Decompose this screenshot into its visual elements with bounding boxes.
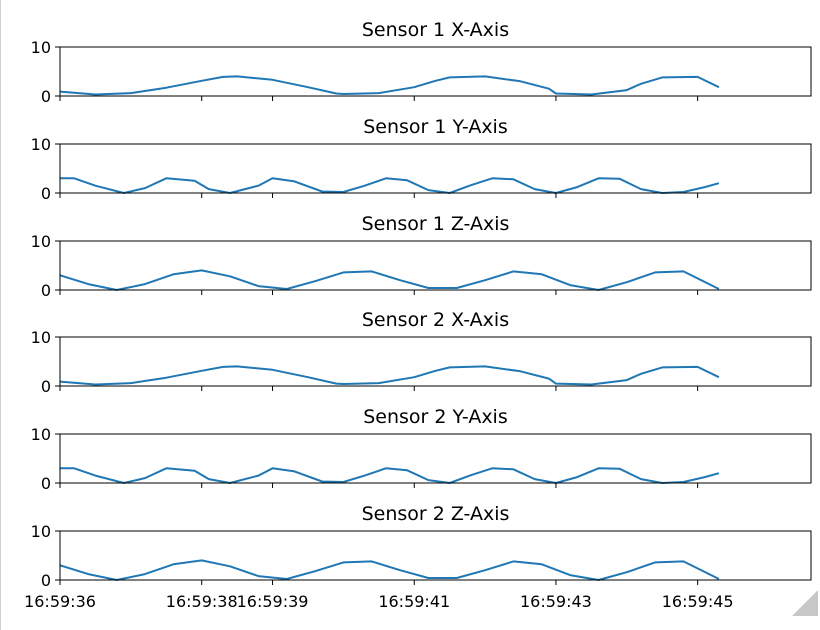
y-tick-label: 10: [31, 232, 51, 251]
x-tick-label: 16:59:45: [662, 592, 734, 611]
subplot-title: Sensor 2 Y-Axis: [363, 406, 508, 428]
subplot-title: Sensor 1 Y-Axis: [363, 116, 508, 138]
y-tick-label: 0: [41, 377, 51, 396]
axes-frame: [59, 240, 812, 291]
resize-grip-icon[interactable]: [792, 590, 818, 616]
subplot-title: Sensor 2 X-Axis: [362, 309, 509, 331]
series-line: [60, 177, 720, 194]
subplot-title: Sensor 2 Z-Axis: [362, 503, 510, 525]
series-line: [59, 269, 720, 291]
series-line: [59, 365, 720, 386]
axes-frame: [59, 433, 812, 484]
axes-frame: [59, 143, 812, 194]
series-line: [60, 467, 720, 484]
y-tick-label: 0: [41, 87, 51, 106]
y-tick-label: 10: [31, 38, 51, 57]
window-left-border: [0, 0, 1, 630]
y-tick-label: 10: [31, 135, 51, 154]
y-tick-label: 10: [31, 522, 51, 541]
x-tick-label: 16:59:38: [166, 592, 238, 611]
y-tick-label: 0: [41, 474, 51, 493]
subplot-title: Sensor 1 X-Axis: [362, 19, 509, 41]
y-tick-label: 10: [31, 328, 51, 347]
subplot-3: Sensor 1 Z-Axis 0 10: [31, 213, 812, 300]
y-tick-label: 0: [41, 571, 51, 590]
y-tick-label: 0: [41, 281, 51, 300]
x-tick-label: 16:59:39: [237, 592, 309, 611]
x-tick-label: 16:59:36: [24, 592, 96, 611]
subplot-2: Sensor 1 Y-Axis 0 10: [31, 116, 812, 203]
subplot-title: Sensor 1 Z-Axis: [362, 213, 510, 235]
subplot-1: Sensor 1 X-Axis 0 10: [31, 19, 812, 106]
subplot-5: Sensor 2 Y-Axis 0 10: [31, 406, 812, 493]
x-tick-label: 16:59:43: [520, 592, 592, 611]
series-line: [59, 75, 720, 96]
series-line: [59, 559, 720, 581]
y-tick-label: 10: [31, 425, 51, 444]
axes-frame: [59, 336, 812, 387]
axes-frame: [59, 530, 812, 581]
x-tick-label: 16:59:41: [378, 592, 450, 611]
axes-frame: [59, 46, 812, 97]
subplot-4: Sensor 2 X-Axis 0 10: [31, 309, 812, 396]
y-tick-label: 0: [41, 184, 51, 203]
